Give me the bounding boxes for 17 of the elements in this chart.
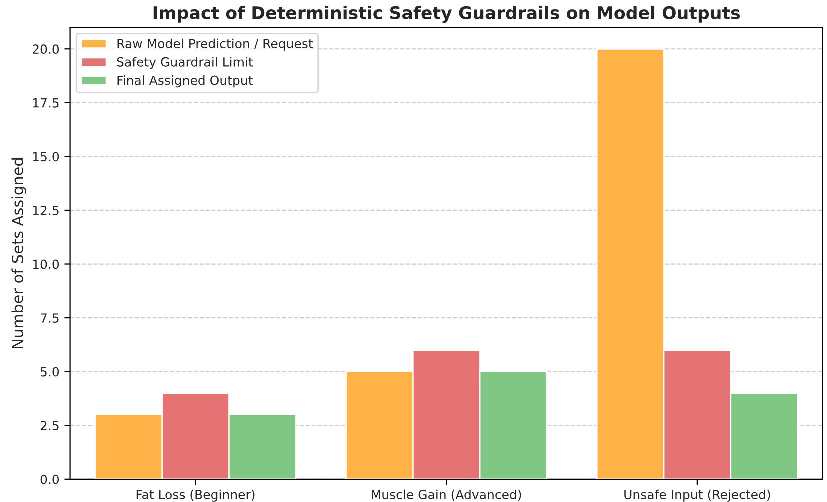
y-tick-label: 15.0 [33, 152, 60, 162]
x-tick-label: Unsafe Input (Rejected) [624, 490, 770, 502]
y-tick-label: 2.5 [40, 421, 59, 431]
y-tick-label: 20.0 [32, 44, 60, 54]
chart-title: Impact of Deterministic Safety Guardrails on Model Outputs [154, 6, 740, 24]
x-tick-label: Muscle Gain (Advanced) [372, 490, 522, 501]
x-tick-label: Fat Loss (Beginner) [136, 490, 255, 502]
y-tick-label: 5.0 [40, 367, 60, 377]
y-tick-label: 12.5 [33, 206, 59, 216]
y-tick-label: 0.0 [40, 474, 60, 484]
legend-label: Raw Model Prediction / Request [118, 38, 314, 51]
legend-label: Final Assigned Output [118, 76, 253, 88]
y-tick-label: 17.5 [33, 98, 59, 108]
legend-label: Safety Guardrail Limit [117, 57, 254, 70]
y-tick-label: 10.0 [33, 260, 60, 270]
y-tick-label: 7.5 [41, 314, 59, 323]
y-axis-title: Number of Sets Assigned [12, 158, 26, 348]
